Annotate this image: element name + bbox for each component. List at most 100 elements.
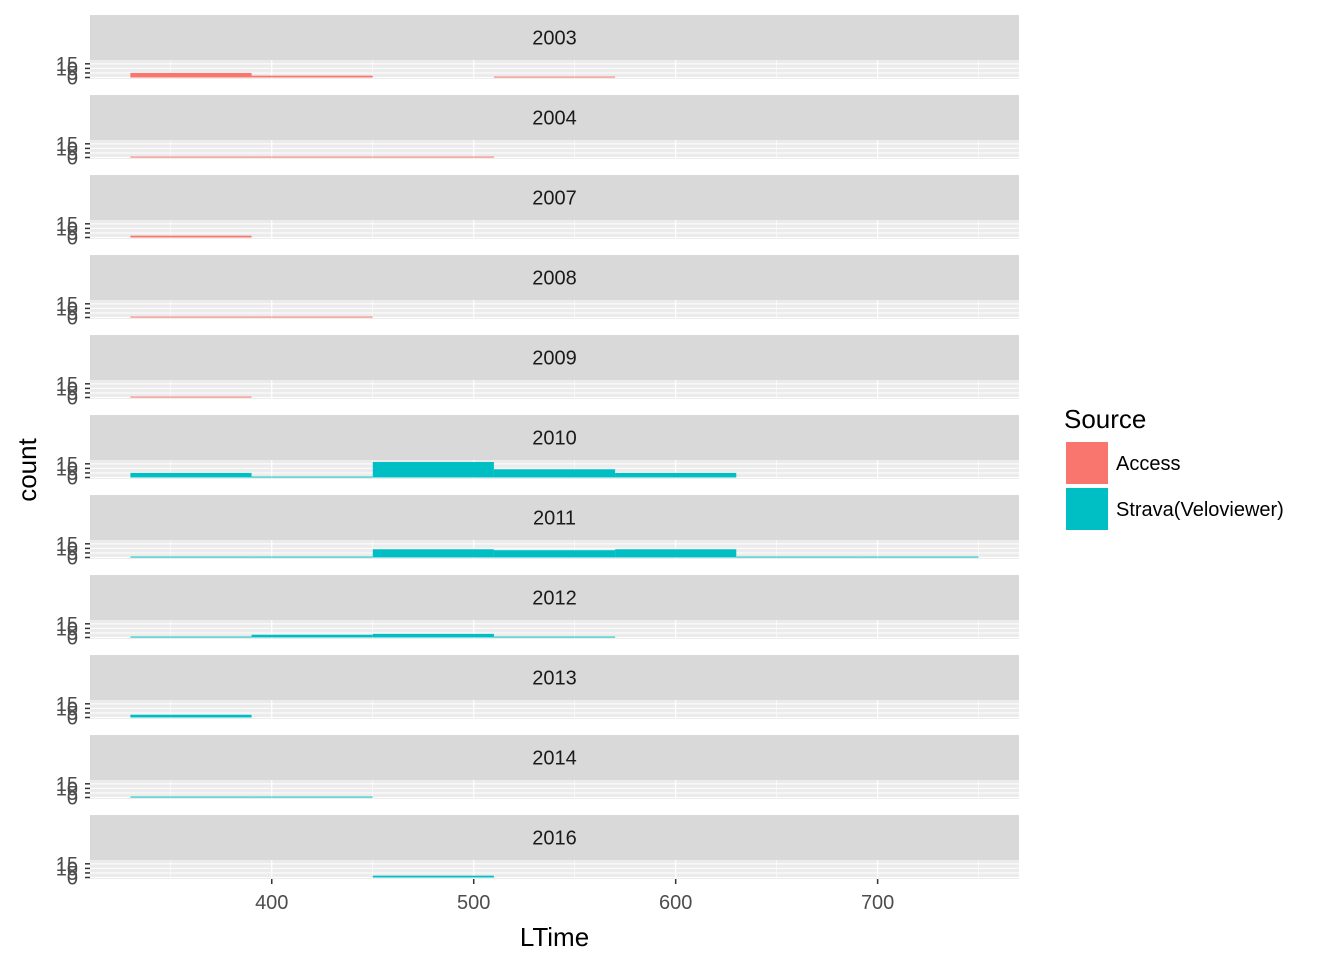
- y-tick-label: 15: [56, 614, 78, 636]
- legend-key-0: [1066, 442, 1108, 484]
- y-tick-label: 5: [67, 703, 78, 725]
- facet-strip-label: 2008: [532, 268, 577, 290]
- histogram-bar-2011-390: [251, 556, 373, 558]
- facet-plot-background: [90, 380, 1019, 399]
- histogram-bar-2003-390: [251, 75, 373, 78]
- facet-strip-label: 2011: [533, 508, 576, 530]
- y-tick-label: 5: [67, 223, 78, 245]
- y-tick-label: 0: [67, 628, 78, 650]
- histogram-bar-2007-330: [130, 235, 252, 238]
- y-tick-label: 10: [56, 858, 78, 880]
- legend: Source Access Strava(Veloviewer): [1064, 404, 1284, 530]
- x-tick-label: 500: [457, 892, 490, 914]
- histogram-bar-2012-510: [493, 636, 616, 638]
- facet-strip: [90, 495, 1019, 540]
- facet-plot-background: [90, 540, 1019, 559]
- y-tick-label: 10: [56, 458, 78, 480]
- facet-plot-background: [90, 620, 1019, 639]
- histogram-bar-2011-510: [493, 550, 616, 558]
- histogram-bar-2011-450: [372, 549, 494, 558]
- y-tick-label: 15: [56, 294, 78, 316]
- histogram-bar-2014-390: [251, 796, 373, 798]
- y-tick-label: 15: [56, 214, 78, 236]
- y-tick-label: 0: [67, 68, 78, 90]
- y-tick-label: 10: [56, 778, 78, 800]
- histogram-bar-2012-330: [130, 636, 252, 638]
- facet-strip-label: 2009: [532, 348, 577, 370]
- y-tick-label: 0: [67, 308, 78, 330]
- histogram-bar-2014-330: [130, 796, 252, 798]
- facet-strip-label: 2010: [532, 428, 577, 450]
- y-tick-label: 0: [67, 548, 78, 570]
- y-tick-label: 5: [67, 783, 78, 805]
- y-tick-label: 5: [67, 863, 78, 885]
- facet-strip-label: 2012: [532, 588, 577, 610]
- legend-label: Strava(Veloviewer): [1116, 499, 1284, 521]
- legend-title: Source: [1064, 404, 1146, 434]
- histogram-bar-2011-630: [736, 556, 858, 558]
- facet-strip: [90, 655, 1019, 700]
- y-tick-label: 5: [67, 543, 78, 565]
- facet-plot-background: [90, 300, 1019, 319]
- y-tick-label: 0: [67, 868, 78, 890]
- y-tick-label: 15: [56, 534, 78, 556]
- facet-strip: [90, 575, 1019, 620]
- facet-strip-label: 2004: [532, 108, 577, 130]
- facet-strip: [90, 415, 1019, 460]
- histogram-bar-2004-450: [372, 156, 494, 158]
- y-tick-label: 0: [67, 388, 78, 410]
- facet-strip: [90, 255, 1019, 300]
- histogram-bar-2003-510: [493, 76, 616, 78]
- y-axis-title: count: [12, 437, 42, 501]
- histogram-bar-2011-690: [857, 556, 979, 558]
- y-tick-label: 10: [56, 538, 78, 560]
- y-tick-label: 15: [56, 694, 78, 716]
- facet-strip: [90, 335, 1019, 380]
- facet-strip-label: 2016: [532, 828, 577, 850]
- y-tick-label: 10: [56, 218, 78, 240]
- facet-plot-background: [90, 860, 1019, 879]
- y-tick-label: 5: [67, 143, 78, 165]
- y-tick-label: 10: [56, 298, 78, 320]
- facet-strip-label: 2014: [532, 748, 577, 770]
- facet-strip: [90, 735, 1019, 780]
- y-tick-label: 10: [56, 698, 78, 720]
- y-tick-label: 0: [67, 708, 78, 730]
- histogram-bar-2008-330: [130, 316, 252, 318]
- histogram-bar-2011-570: [615, 549, 737, 558]
- histogram-bar-2009-330: [130, 396, 252, 398]
- legend-key-1: [1066, 488, 1108, 530]
- facet-strip: [90, 815, 1019, 860]
- histogram-bar-2010-390: [251, 476, 373, 478]
- histogram-bar-2012-390: [251, 634, 373, 638]
- facet-strip: [90, 95, 1019, 140]
- histogram-bar-2010-450: [372, 462, 494, 478]
- facet-strip: [90, 15, 1019, 60]
- histogram-bar-2012-450: [372, 633, 494, 638]
- y-tick-label: 10: [56, 378, 78, 400]
- facet-plot-background: [90, 60, 1019, 79]
- facet-plot-background: [90, 780, 1019, 799]
- y-tick-label: 10: [56, 138, 78, 160]
- y-tick-label: 0: [67, 228, 78, 250]
- facet-strip: [90, 175, 1019, 220]
- y-tick-label: 5: [67, 303, 78, 325]
- y-tick-label: 5: [67, 623, 78, 645]
- histogram-bar-2010-330: [130, 472, 252, 478]
- y-tick-label: 15: [56, 774, 78, 796]
- y-tick-label: 0: [67, 788, 78, 810]
- x-axis-title: LTime: [520, 922, 589, 952]
- y-tick-label: 15: [56, 54, 78, 76]
- y-tick-label: 5: [67, 383, 78, 405]
